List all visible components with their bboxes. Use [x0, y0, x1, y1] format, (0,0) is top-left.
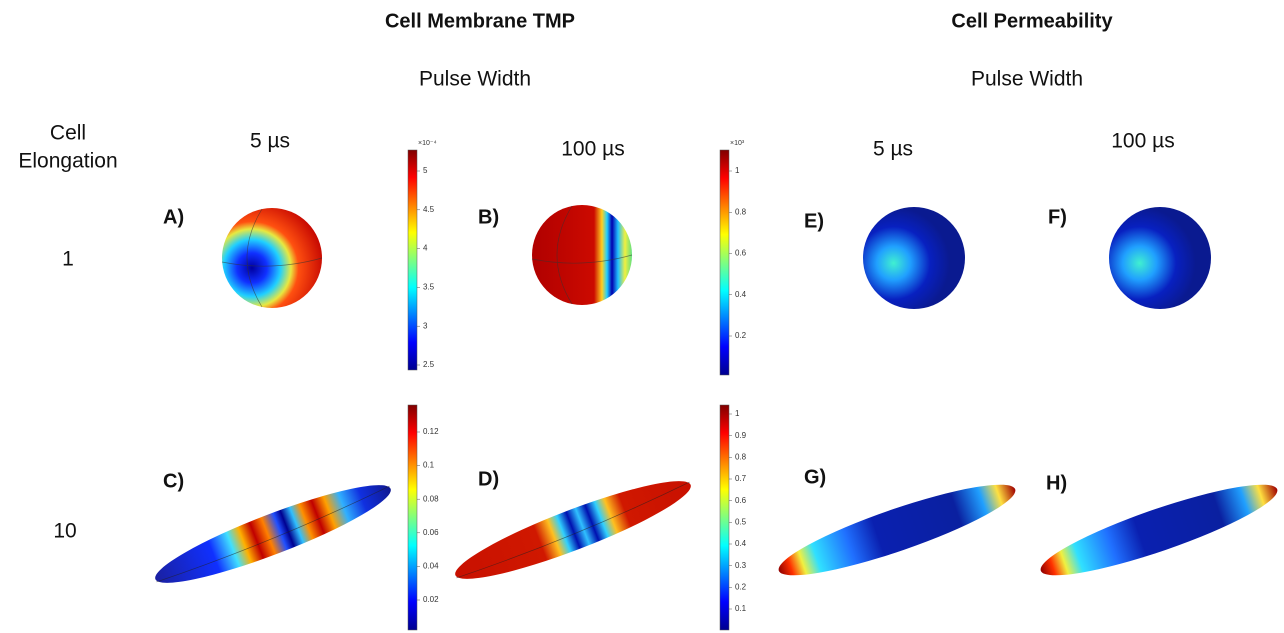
cell-render [222, 208, 322, 308]
colorbar-tick-label: 0.6 [735, 496, 747, 505]
colorbar [720, 405, 729, 630]
section-title: Cell Permeability [951, 10, 1113, 32]
pulse-width-label: Pulse Width [971, 68, 1083, 91]
colorbar-tick-label: 0.5 [735, 517, 747, 526]
colorbar-tick-label: 0.9 [735, 431, 747, 440]
colorbar-tick-label: 0.12 [423, 427, 439, 436]
colorbar-exponent: ×10⁻⁴ [418, 140, 437, 147]
column-label: 100 µs [561, 138, 624, 161]
colorbar-tick-label: 5 [423, 166, 428, 175]
colorbar-tick-label: 0.8 [735, 452, 747, 461]
panel-letter: F) [1048, 206, 1067, 228]
colorbar-tick-label: 3 [423, 321, 428, 330]
colorbar-tick-label: 0.4 [735, 539, 747, 548]
column-label: 5 µs [250, 130, 290, 153]
section-title: Cell Membrane TMP [385, 10, 575, 32]
colorbar-tick-label: 0.02 [423, 595, 439, 604]
cell-render [532, 205, 632, 305]
colorbar-tick-label: 4.5 [423, 205, 435, 214]
colorbar-tick-label: 1 [735, 166, 740, 175]
pulse-width-label: Pulse Width [419, 68, 531, 91]
panel-letter: E) [804, 210, 824, 232]
panel-letter: D) [478, 468, 499, 490]
colorbar-exponent: ×10³ [730, 140, 745, 147]
colorbar-tick-label: 2.5 [423, 360, 435, 369]
row-label: 10 [53, 520, 76, 543]
cell-render [1109, 207, 1211, 309]
colorbar-tick-label: 0.06 [423, 528, 439, 537]
panel-letter: C) [163, 470, 184, 492]
panel-letter: B) [478, 206, 499, 228]
colorbar-tick-label: 0.04 [423, 562, 439, 571]
colorbar-tick-label: 0.6 [735, 249, 747, 258]
cell-render [148, 470, 398, 598]
colorbar-tick-label: 4 [423, 244, 428, 253]
row-label: 1 [62, 248, 74, 271]
colorbar-tick-label: 0.4 [735, 290, 747, 299]
colorbar [720, 150, 729, 375]
colorbar-tick-label: 0.1 [735, 604, 747, 613]
colorbar-tick-label: 0.7 [735, 474, 747, 483]
column-label: 100 µs [1111, 130, 1174, 153]
panel-letter: G) [804, 466, 826, 488]
column-label: 5 µs [873, 138, 913, 161]
cell-render [1034, 469, 1284, 590]
colorbar-tick-label: 0.3 [735, 561, 747, 570]
colorbar-tick-label: 3.5 [423, 283, 435, 292]
row-header: Elongation [18, 150, 117, 173]
panel-letter: H) [1046, 472, 1067, 494]
colorbar-tick-label: 0.2 [735, 331, 747, 340]
row-header: Cell [50, 122, 86, 145]
colorbar-tick-label: 0.8 [735, 207, 747, 216]
panel-letter: A) [163, 206, 184, 228]
colorbar-tick-label: 0.1 [423, 461, 435, 470]
colorbar [408, 150, 417, 370]
colorbar-tick-label: 1 [735, 409, 740, 418]
colorbar-tick-label: 0.2 [735, 582, 747, 591]
cell-render [863, 207, 965, 309]
colorbar-tick-label: 0.08 [423, 494, 439, 503]
colorbar [408, 405, 417, 630]
figure: Cell Membrane TMP Cell Permeability Puls… [0, 0, 1284, 633]
